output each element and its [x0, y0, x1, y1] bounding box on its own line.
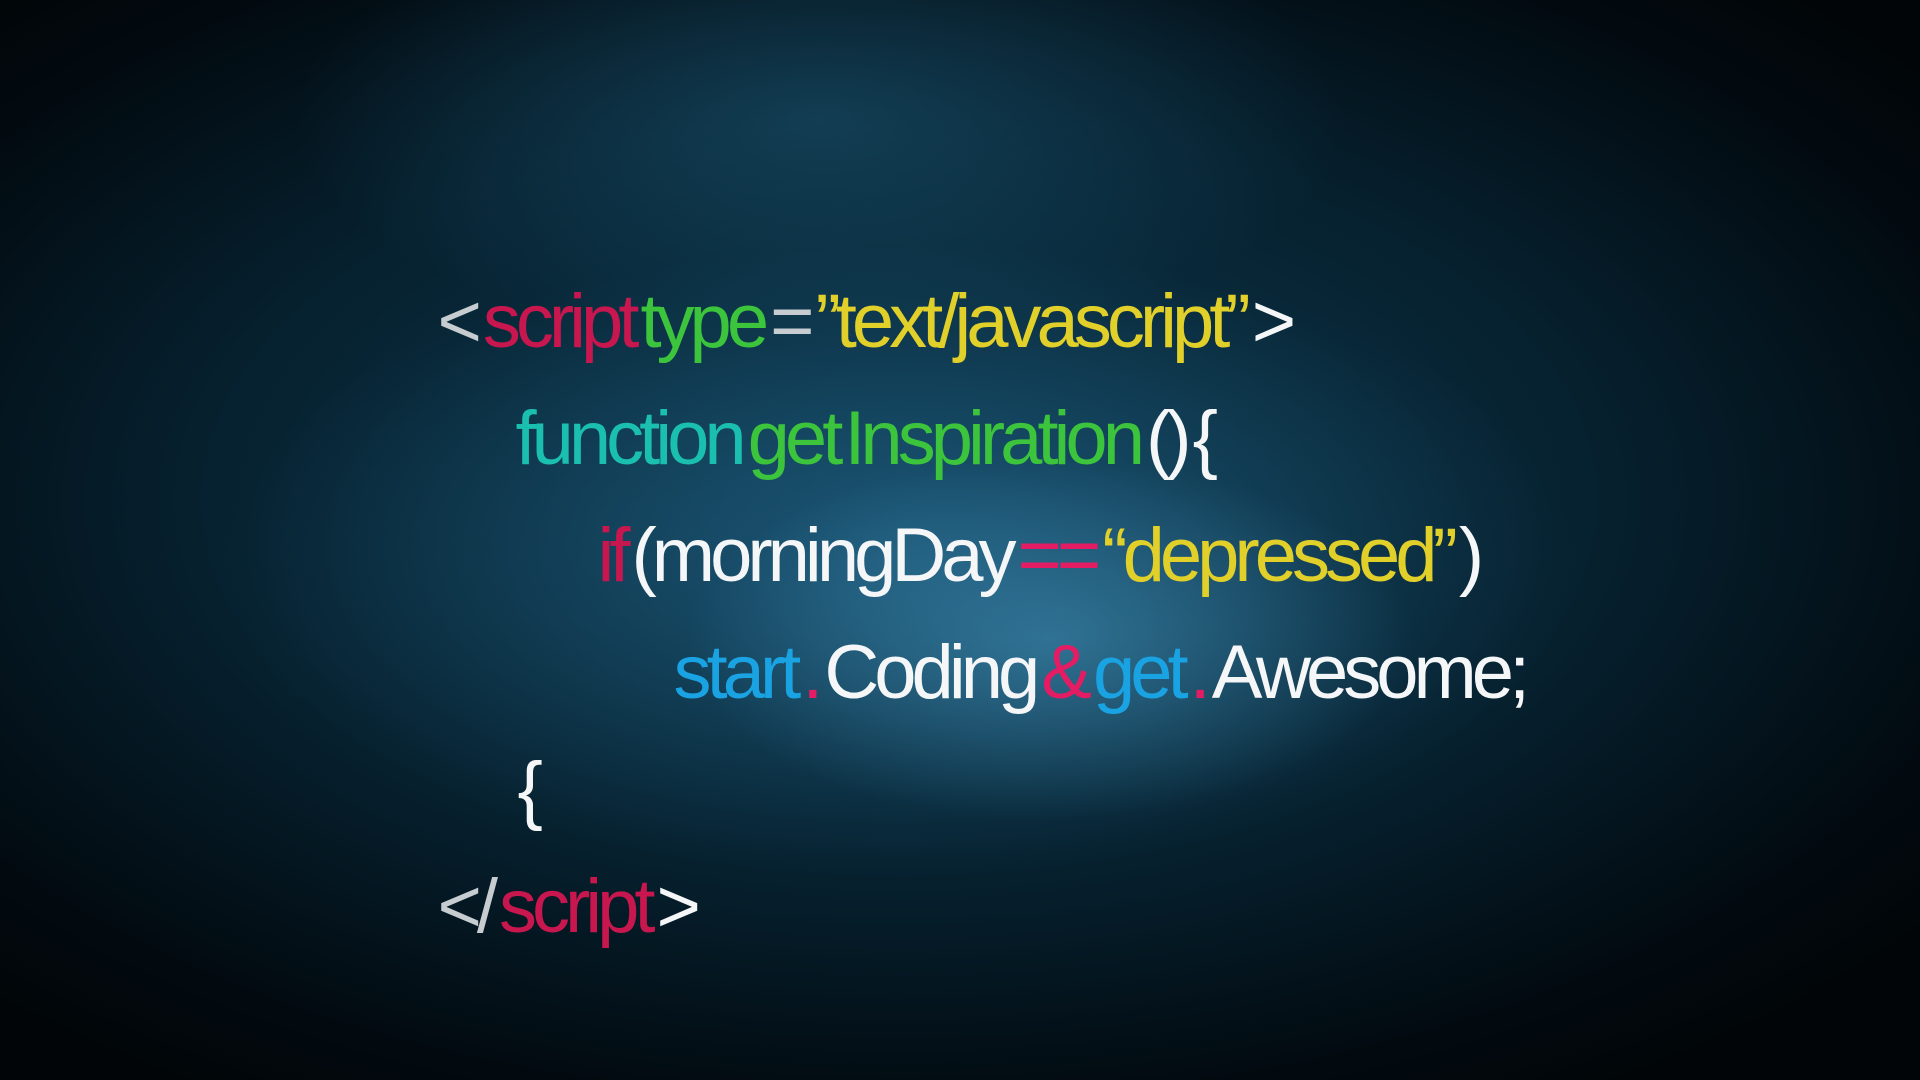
code-line: </script>: [373, 793, 702, 1021]
code-line: if(morningDay==“depressed”): [533, 442, 1485, 670]
code-token: >: [1251, 279, 1296, 364]
code-token: &: [1041, 630, 1092, 715]
code-token: if: [597, 513, 630, 598]
code-token: <: [437, 279, 481, 364]
code-line: {: [453, 676, 544, 904]
code-token: .: [802, 630, 823, 715]
code-token: >: [656, 864, 701, 949]
code-token: </: [437, 864, 497, 949]
code-line: functiongetInspiration(){: [451, 325, 1219, 553]
code-token: ==: [1017, 513, 1102, 598]
code-token: script: [482, 279, 640, 364]
code-line: <scripttype=”text/javascript”>: [373, 208, 1297, 436]
code-token: ”text/javascript”: [815, 279, 1250, 364]
code-line: start.Coding&get.Awesome;: [609, 559, 1531, 787]
code-token: =: [770, 279, 814, 364]
code-token: (): [1145, 396, 1192, 481]
code-token: .: [1189, 630, 1211, 715]
code-token: get: [1092, 630, 1189, 715]
code-token: get: [747, 396, 844, 481]
code-token: Awesome;: [1211, 630, 1530, 715]
code-token: (morningDay: [631, 513, 1016, 598]
code-token: Inspiration: [844, 396, 1145, 481]
code-token: type: [640, 279, 769, 364]
code-token: script: [498, 864, 656, 949]
code-token: “depressed”: [1102, 513, 1458, 598]
code-token: start: [673, 630, 801, 715]
code-token: Coding: [824, 630, 1040, 715]
code-token: function: [515, 396, 746, 481]
